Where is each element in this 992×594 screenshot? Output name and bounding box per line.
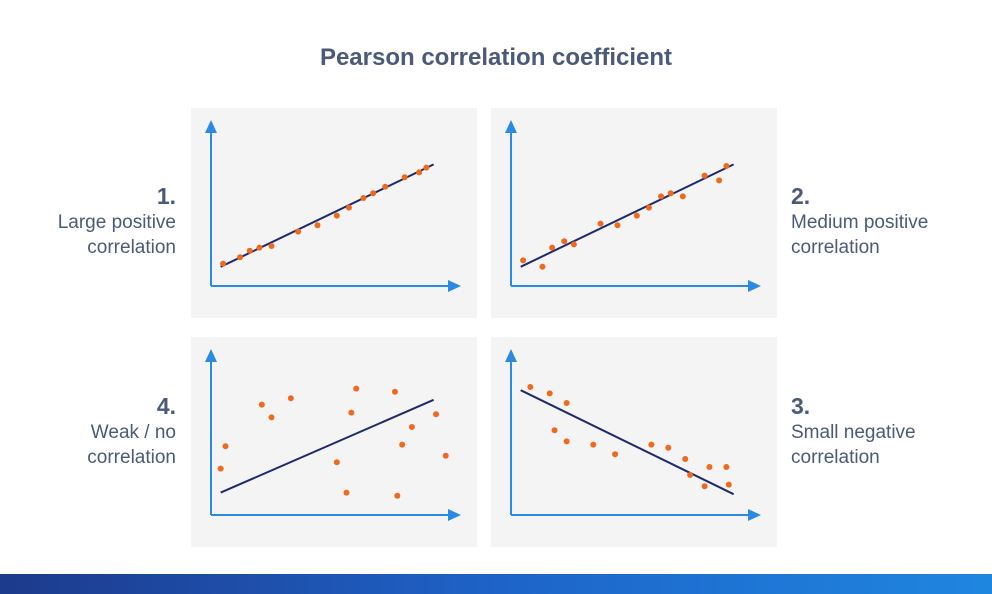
label-number: 3.	[791, 393, 811, 419]
x-axis-arrow-icon	[448, 280, 461, 292]
data-point	[723, 464, 730, 470]
data-point	[682, 456, 689, 462]
label-number: 4.	[156, 393, 176, 419]
label-text: correlation	[87, 447, 176, 468]
trend-line	[520, 163, 735, 268]
y-axis-arrow-icon	[205, 349, 217, 362]
label-text: Large positive	[57, 212, 176, 233]
data-point	[597, 220, 604, 227]
data-point	[701, 172, 708, 179]
label-text: correlation	[791, 237, 880, 258]
scatter-plot-4	[205, 349, 461, 521]
trend-line	[220, 163, 435, 268]
data-point	[563, 438, 570, 445]
x-axis-arrow-icon	[748, 509, 761, 521]
data-point	[701, 483, 708, 490]
data-point	[723, 163, 730, 169]
chart-panel-weak-none	[191, 337, 477, 547]
chart-panel-large-positive	[191, 108, 477, 318]
data-point	[345, 204, 352, 211]
data-point	[679, 193, 686, 200]
data-point	[665, 444, 672, 451]
data-point	[546, 390, 553, 397]
chart-title: Pearson correlation coefficient	[319, 44, 673, 71]
data-point	[648, 441, 655, 448]
data-point	[401, 174, 408, 181]
data-point	[353, 385, 360, 392]
data-point	[570, 241, 577, 248]
data-point	[633, 212, 640, 219]
y-axis-arrow-icon	[205, 120, 217, 133]
y-axis-arrow-icon	[505, 349, 517, 362]
label-text: Weak / no	[90, 422, 176, 443]
data-point	[382, 183, 389, 190]
data-point	[399, 441, 406, 448]
label-text: correlation	[87, 237, 176, 258]
label-text: Medium positive	[791, 212, 929, 233]
data-point	[416, 169, 423, 176]
data-point	[237, 254, 244, 261]
data-point	[561, 238, 568, 245]
data-point	[314, 222, 321, 229]
x-axis-arrow-icon	[448, 509, 461, 521]
data-point	[391, 388, 398, 395]
data-point	[645, 204, 652, 211]
data-point	[408, 424, 415, 430]
label-number: 2.	[791, 183, 811, 209]
scatter-plot-2	[505, 120, 761, 292]
label-text: correlation	[791, 447, 880, 468]
data-point	[343, 489, 350, 496]
data-point	[520, 257, 527, 264]
data-point	[222, 443, 229, 450]
scatter-plot-1	[205, 120, 461, 292]
label-text: Small negative	[791, 422, 916, 443]
data-point	[612, 451, 619, 458]
data-point	[268, 243, 275, 249]
data-point	[360, 195, 367, 201]
y-axis-arrow-icon	[505, 120, 517, 133]
data-point	[539, 263, 546, 270]
data-point	[614, 222, 621, 229]
label-number: 1.	[156, 183, 176, 209]
data-point	[590, 441, 597, 448]
data-point	[333, 212, 340, 219]
chart-panel-small-negative	[491, 337, 777, 547]
label-weak-none: 4. Weak / no correlation	[87, 392, 176, 470]
data-point	[370, 190, 377, 197]
data-point	[333, 459, 340, 466]
data-point	[658, 193, 665, 200]
data-point	[442, 452, 449, 459]
trend-line	[520, 389, 735, 496]
chart-panel-medium-positive	[491, 108, 777, 318]
data-point	[527, 384, 534, 390]
label-large-positive: 1. Large positive correlation	[58, 182, 176, 260]
data-point	[549, 244, 556, 251]
scatter-plot-3	[505, 349, 761, 521]
data-point	[563, 400, 570, 406]
label-medium-positive: 2. Medium positive correlation	[791, 182, 928, 260]
data-point	[217, 465, 224, 472]
data-point	[687, 472, 694, 478]
data-point	[423, 164, 430, 171]
footer-gradient-bar	[0, 574, 992, 594]
data-point	[287, 395, 294, 402]
data-point	[433, 411, 440, 418]
trend-line	[220, 398, 435, 494]
data-point	[295, 228, 302, 235]
data-point	[268, 414, 275, 421]
data-point	[246, 247, 253, 254]
data-point	[725, 481, 732, 488]
data-point	[258, 401, 265, 408]
data-point	[256, 244, 263, 251]
x-axis-arrow-icon	[748, 280, 761, 292]
data-point	[348, 409, 355, 416]
data-point	[551, 427, 558, 434]
data-point	[716, 177, 723, 184]
data-point	[394, 492, 401, 499]
data-point	[220, 260, 227, 267]
data-point	[667, 190, 674, 197]
data-point	[706, 464, 713, 470]
label-small-negative: 3. Small negative correlation	[791, 392, 916, 470]
